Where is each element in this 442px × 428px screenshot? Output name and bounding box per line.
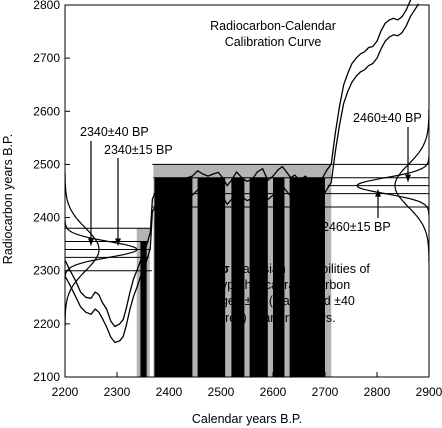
- chart-title: Radiocarbon-Calendar: [210, 19, 336, 33]
- x-tick-label-2600: 2600: [260, 385, 287, 399]
- annotation-line-4: (grey) year error bars.: [214, 311, 336, 325]
- band-v-3-0: [154, 193, 193, 377]
- y-tick-label-2800: 2800: [33, 0, 60, 12]
- band-h-3-1: [197, 177, 226, 194]
- annotation-line-2: hypothetical radiocarbon: [214, 278, 350, 292]
- arrow-2460-40-head: [405, 174, 411, 182]
- x-axis-title: Calendar years B.P.: [192, 412, 302, 426]
- arrow-2340-15-head: [115, 238, 121, 246]
- band-v-3-3: [249, 193, 268, 377]
- band-v-3-5: [289, 193, 325, 377]
- x-tick-label-2500: 2500: [208, 385, 235, 399]
- plot-frame: [64, 4, 430, 378]
- y-tick-label-2100: 2100: [33, 370, 60, 384]
- band-h-3-4: [273, 177, 285, 194]
- arrow-2340-40-head: [88, 238, 94, 246]
- arrow-2460-15-head: [375, 189, 381, 197]
- annotation-sigma: σ: [221, 262, 230, 276]
- annotation-line-1-prefix: 1: [214, 262, 221, 276]
- gaussian-2: [394, 109, 430, 263]
- band-h-3-5: [289, 177, 325, 194]
- calibration-curve-curve-lower: [64, 3, 420, 344]
- annotation-line-1: 1σ Gaussian probabilities of: [214, 262, 370, 276]
- label-2340-40: 2340±40 BP: [80, 125, 149, 139]
- y-tick-label-2200: 2200: [33, 317, 60, 331]
- y-tick-label-2400: 2400: [33, 211, 60, 225]
- x-tick-label-2300: 2300: [104, 385, 131, 399]
- label-arrows: [88, 127, 411, 246]
- y-tick-label-2600: 2600: [33, 104, 60, 118]
- x-tick-label-2400: 2400: [156, 385, 183, 399]
- x-tick-label-2200: 2200: [52, 385, 79, 399]
- chart-subtitle: Calibration Curve: [225, 35, 322, 49]
- y-axis-title: Radiocarbon years B.P.: [1, 134, 15, 264]
- label-2340-15: 2340±15 BP: [104, 143, 173, 157]
- axis-ticks: 2200 2300 2400 2500 2600 2700 2800 290021002200…: [33, 0, 442, 399]
- x-tick-label-2800: 2800: [364, 385, 391, 399]
- x-tick-label-2900: 2900: [416, 385, 442, 399]
- label-2460-15: 2460±15 BP: [322, 220, 391, 234]
- annotation-line-1-suffix: Gaussian probabilities of: [230, 262, 371, 276]
- gaussian-3: [356, 155, 430, 216]
- y-tick-label-2500: 2500: [33, 157, 60, 171]
- band-v-3-4: [273, 193, 285, 377]
- calibration-curve-curve-upper: [64, 0, 412, 328]
- gaussian-0: [64, 172, 100, 326]
- band-v-1-0: [140, 257, 147, 377]
- band-h-3-0: [154, 177, 193, 194]
- label-2460-40: 2460±40 BP: [353, 111, 422, 125]
- band-h-3-3: [249, 177, 268, 194]
- calibration-bands: [136, 164, 332, 377]
- band-v-3-2: [231, 193, 245, 377]
- gaussian-distributions: [64, 109, 430, 326]
- y-tick-label-2700: 2700: [33, 51, 60, 65]
- y-tick-label-2300: 2300: [33, 264, 60, 278]
- annotation-line-3: ages ±15 (black) and ±40: [214, 294, 355, 308]
- band-h-3-2: [231, 177, 245, 194]
- band-v-3-1: [197, 193, 226, 377]
- calibration-curves: [64, 0, 420, 344]
- x-tick-label-2700: 2700: [312, 385, 339, 399]
- gaussian-1: [64, 219, 138, 280]
